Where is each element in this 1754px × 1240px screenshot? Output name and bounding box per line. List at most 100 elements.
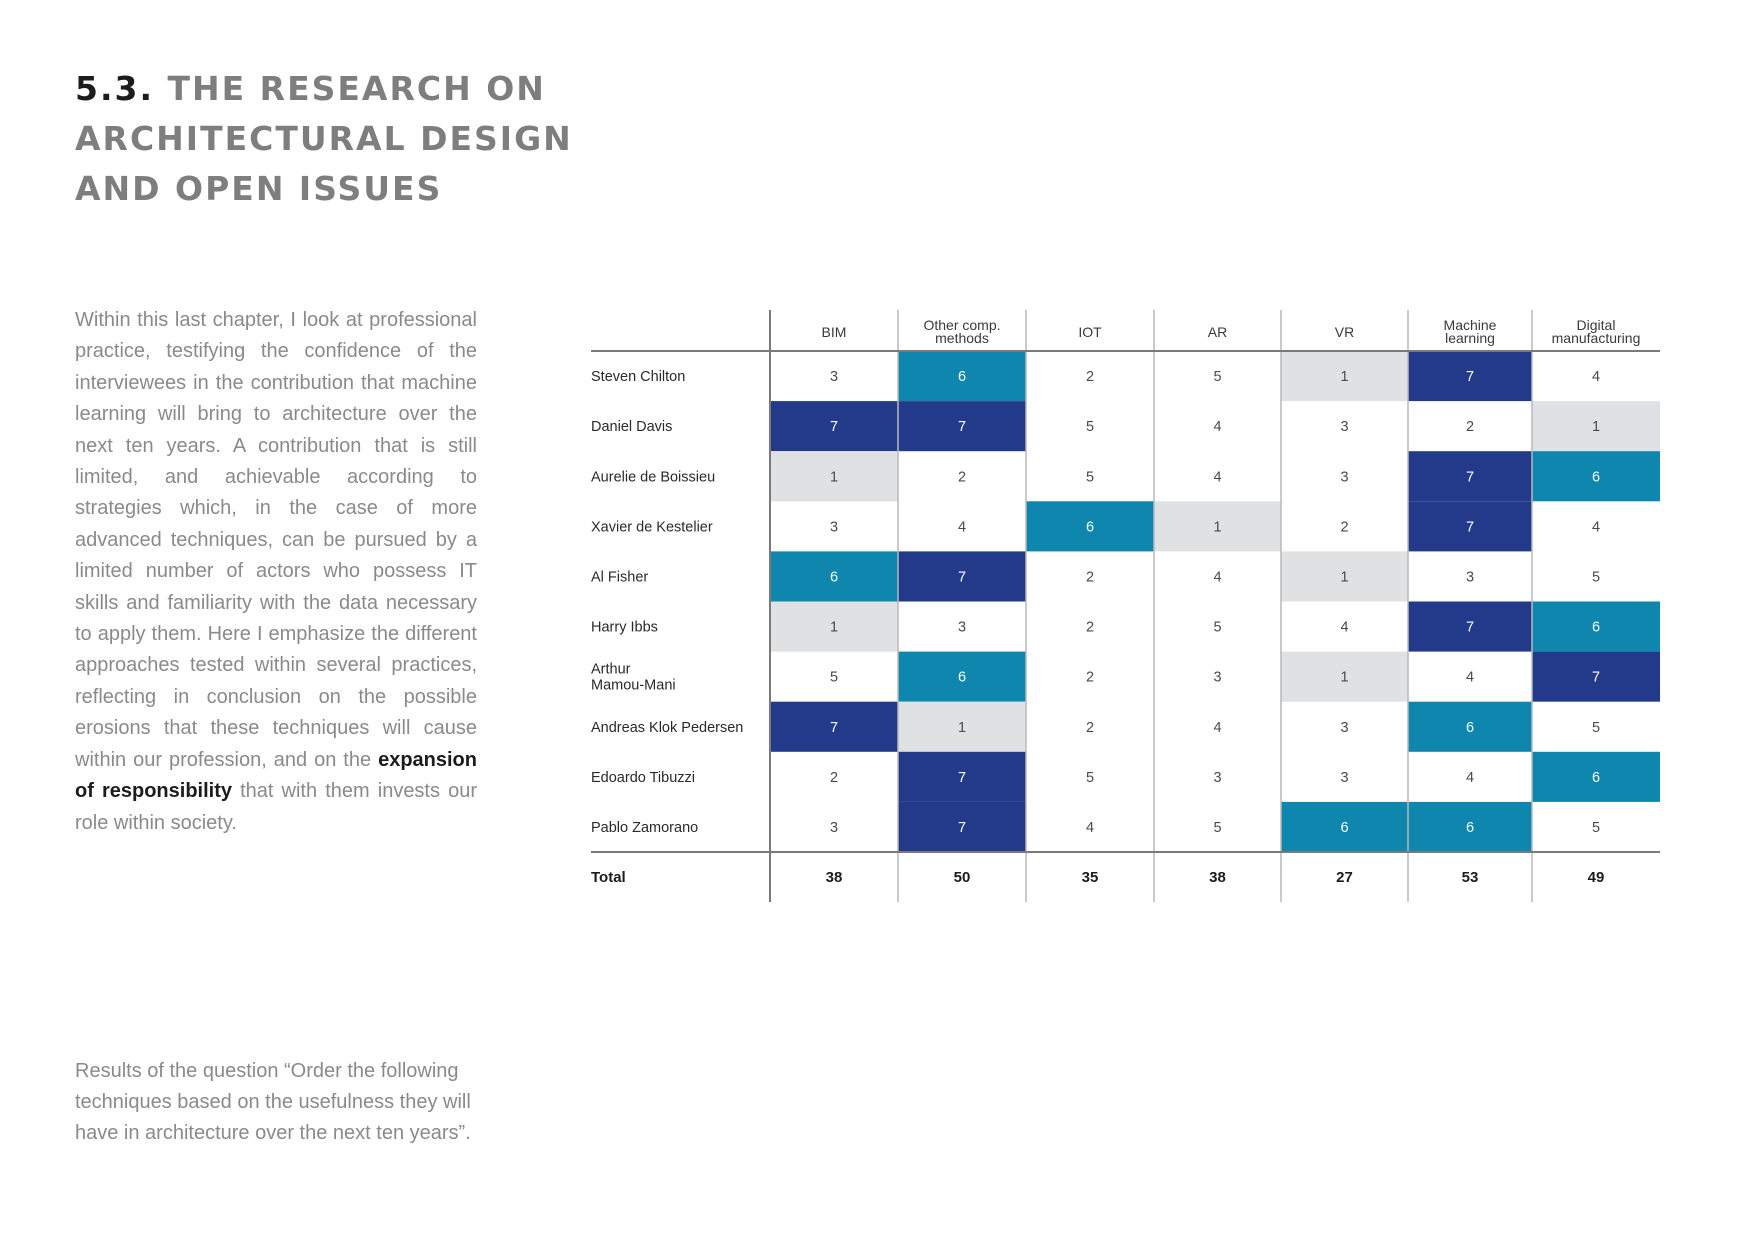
cell-value: 5 [1592,720,1600,736]
column-header: Digital manufacturing [1552,317,1641,346]
cell-value: 3 [830,820,838,836]
row-name: Edoardo Tibuzzi [591,770,695,786]
cell-value: 3 [1340,770,1348,786]
cell-value: 6 [1086,519,1094,535]
highlight-cell [1154,501,1281,552]
row-name: Harry Ibbs [591,620,658,636]
cell-value: 4 [1213,569,1221,585]
column-header: Other comp. methods [923,317,1000,346]
cell-value: 7 [1466,519,1474,535]
row-name: Al Fisher [591,569,648,585]
cell-value: 4 [1340,620,1348,636]
highlight-cell [1532,451,1660,502]
cell-value: 7 [958,569,966,585]
cell-value: 6 [1592,620,1600,636]
highlight-cell [1408,801,1532,852]
cell-value: 1 [830,620,838,636]
cell-value: 4 [1086,820,1094,836]
highlight-cell [1281,351,1408,402]
cell-value: 3 [958,620,966,636]
figure-caption: Results of the question “Order the follo… [75,1060,471,1144]
section-heading: 5.3. THE RESEARCH ON ARCHITECTURAL DESIG… [75,64,635,214]
row-name: Aurelie de Boissieu [591,469,715,485]
cell-value: 1 [1340,670,1348,686]
column-header: VR [1335,324,1354,340]
cell-value: 7 [958,770,966,786]
row-name: Xavier de Kestelier [591,519,713,535]
body-paragraph: Within this last chapter, I look at prof… [75,305,477,839]
cell-value: 5 [1086,419,1094,435]
cell-value: 2 [958,469,966,485]
column-header: Machine learning [1444,317,1497,346]
cell-value: 4 [1466,770,1474,786]
column-header: IOT [1078,324,1102,340]
highlight-cell [770,601,898,652]
cell-value: 2 [1466,419,1474,435]
body-text-end: that with them invests our role within s… [75,780,477,834]
cell-value: 6 [1592,770,1600,786]
cell-value: 3 [1340,720,1348,736]
cell-value: 5 [830,670,838,686]
cell-value: 5 [1213,620,1221,636]
cell-value: 5 [1086,770,1094,786]
cell-value: 2 [1086,369,1094,385]
cell-value: 6 [1340,820,1348,836]
total-value: 50 [954,869,971,886]
cell-value: 1 [1340,369,1348,385]
cell-value: 3 [1213,770,1221,786]
heading-line-1: THE RESEARCH ON [167,69,546,108]
cell-value: 5 [1592,820,1600,836]
cell-value: 3 [830,519,838,535]
cell-value: 4 [1213,720,1221,736]
cell-value: 3 [1466,569,1474,585]
row-name: Daniel Davis [591,419,672,435]
highlight-cell [898,651,1026,702]
cell-value: 7 [958,419,966,435]
total-value: 35 [1082,869,1099,886]
highlight-cell [898,751,1026,802]
highlight-cell [1281,651,1408,702]
highlight-cell [1532,751,1660,802]
section-number: 5.3. [75,69,154,108]
total-value: 38 [1209,869,1226,886]
highlight-cell [770,451,898,502]
cell-value: 6 [958,369,966,385]
highlight-cell [770,401,898,452]
cell-value: 4 [1592,369,1600,385]
cell-value: 4 [1213,469,1221,485]
cell-value: 6 [1466,720,1474,736]
cell-value: 5 [1213,820,1221,836]
cell-value: 1 [1592,419,1600,435]
highlight-cell [1532,401,1660,452]
total-value: 53 [1462,869,1479,886]
cell-value: 4 [1592,519,1600,535]
cell-value: 1 [830,469,838,485]
cell-value: 2 [1086,670,1094,686]
body-text-start: Within this last chapter, I look at prof… [75,309,477,771]
cell-value: 6 [1592,469,1600,485]
cell-value: 2 [1086,620,1094,636]
highlight-cell [898,801,1026,852]
row-name: Andreas Klok Pedersen [591,720,743,736]
cell-value: 6 [1466,820,1474,836]
highlight-cell [770,551,898,602]
cell-value: 7 [830,720,838,736]
heading-line-2: ARCHITECTURAL DESIGN [75,119,573,158]
cell-value: 5 [1213,369,1221,385]
highlight-cell [1408,351,1532,402]
cell-value: 6 [958,670,966,686]
highlight-cell [1281,801,1408,852]
highlight-cell [898,551,1026,602]
total-value: 38 [826,869,843,886]
column-header: AR [1208,324,1227,340]
highlight-cell [1408,451,1532,502]
cell-value: 1 [958,720,966,736]
cell-value: 4 [1213,419,1221,435]
cell-value: 7 [1466,620,1474,636]
cell-value: 4 [958,519,966,535]
cell-value: 5 [1086,469,1094,485]
cell-value: 7 [1466,469,1474,485]
total-value: 27 [1336,869,1353,886]
highlight-cell [1408,501,1532,552]
